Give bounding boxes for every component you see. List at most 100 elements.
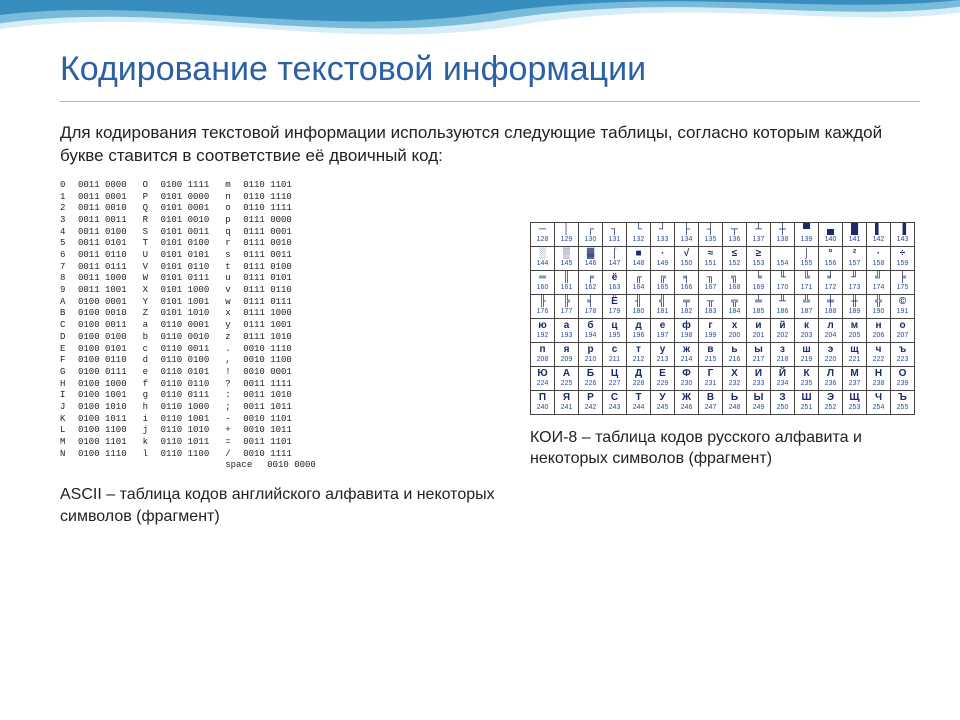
ascii-binary: 0011 1001: [78, 285, 127, 297]
koi-symbol: ▒: [563, 248, 570, 260]
ascii-row: r0111 0010: [225, 238, 316, 250]
ascii-row: g0110 0111: [143, 390, 210, 402]
koi-symbol: ё: [612, 272, 618, 284]
koi-cell: ·158: [867, 246, 891, 270]
koi-cell: ж214: [675, 342, 699, 366]
koi-cell: Х232: [723, 366, 747, 390]
ascii-binary: 0100 0100: [78, 332, 127, 344]
koi-cell: ╟176: [531, 294, 555, 318]
koi-cell: ╢180: [627, 294, 651, 318]
ascii-row: L0100 1100: [60, 425, 127, 437]
ascii-block: 00011 000010011 000120011 001030011 0011…: [60, 180, 500, 527]
koi-symbol: ╓: [635, 272, 642, 284]
koi-code-number: 157: [849, 260, 861, 268]
ascii-row: +0010 1011: [225, 425, 316, 437]
koi-cell: Ц227: [603, 366, 627, 390]
ascii-row: ;0011 1011: [225, 402, 316, 414]
koi-cell: ╘169: [747, 270, 771, 294]
koi-code-number: 205: [849, 332, 861, 340]
koi-code-number: 174: [873, 284, 885, 292]
ascii-char: Z: [143, 308, 155, 320]
koi-cell: ы217: [747, 342, 771, 366]
ascii-char: 8: [60, 273, 72, 285]
koi-cell: Е229: [651, 366, 675, 390]
koi-cell: └132: [627, 222, 651, 246]
koi-cell: н206: [867, 318, 891, 342]
ascii-row: u0111 0101: [225, 273, 316, 285]
koi-code-number: 191: [897, 308, 909, 316]
ascii-char: 6: [60, 250, 72, 262]
koi-symbol: ╤: [683, 296, 690, 308]
koi-symbol: │: [563, 224, 569, 236]
ascii-char: q: [225, 227, 237, 239]
koi-code-number: 241: [561, 404, 573, 412]
koi-symbol: Ш: [801, 392, 811, 404]
koi-symbol: ≈: [708, 248, 714, 260]
ascii-char: c: [143, 344, 155, 356]
ascii-binary: 0110 0010: [161, 332, 210, 344]
koi-symbol: С: [611, 392, 618, 404]
koi-code-number: 144: [537, 260, 549, 268]
ascii-binary: 0011 1010: [243, 390, 292, 402]
koi-code-number: 204: [825, 332, 837, 340]
koi-cell: е197: [651, 318, 675, 342]
koi-code-number: 221: [849, 356, 861, 364]
koi-code-number: 224: [537, 380, 549, 388]
koi-symbol: Ё: [611, 296, 618, 308]
koi-code-number: 164: [633, 284, 645, 292]
koi-symbol: о: [899, 320, 905, 332]
koi-cell: ²157: [843, 246, 867, 270]
ascii-char: ;: [225, 402, 237, 414]
koi-code-number: 154: [777, 260, 789, 268]
ascii-binary: 0101 0011: [161, 227, 210, 239]
koi-symbol: л: [827, 320, 833, 332]
koi-symbol: Щ: [849, 392, 859, 404]
koi-symbol: ╫: [851, 296, 858, 308]
koi-code-number: 128: [537, 236, 549, 244]
koi-cell: у213: [651, 342, 675, 366]
ascii-row: H0100 1000: [60, 379, 127, 391]
ascii-caption: ASCII – таблица кодов английского алфави…: [60, 484, 500, 527]
koi-cell: У245: [651, 390, 675, 414]
koi-cell: а193: [555, 318, 579, 342]
koi-cell: ┴137: [747, 222, 771, 246]
ascii-binary: 0110 0001: [161, 320, 210, 332]
koi-cell: ╙170: [771, 270, 795, 294]
ascii-row: 30011 0011: [60, 215, 127, 227]
koi-cell: в215: [699, 342, 723, 366]
koi-code-number: 249: [753, 404, 765, 412]
ascii-char: space: [225, 460, 261, 472]
ascii-binary: 0111 1000: [243, 308, 292, 320]
koi-code-number: 193: [561, 332, 573, 340]
koi-code-number: 226: [585, 380, 597, 388]
ascii-row: G0100 0111: [60, 367, 127, 379]
koi-code-number: 223: [897, 356, 909, 364]
koi-symbol: п: [539, 344, 545, 356]
koi-row: ═160║161╒162ё163╓164╔165╕166╖167╗168╘169…: [531, 270, 915, 294]
koi-cell: ъ223: [891, 342, 915, 366]
ascii-char: M: [60, 437, 72, 449]
koi-cell: р210: [579, 342, 603, 366]
koi-cell: т212: [627, 342, 651, 366]
koi-code-number: 186: [777, 308, 789, 316]
koi-symbol: У: [659, 392, 665, 404]
ascii-row: N0100 1110: [60, 449, 127, 461]
ascii-table: 00011 000010011 000120011 001030011 0011…: [60, 180, 500, 472]
ascii-binary: 0011 1000: [78, 273, 127, 285]
ascii-row: :0011 1010: [225, 390, 316, 402]
koi-cell: ё163: [603, 270, 627, 294]
koi-symbol: ж: [683, 344, 690, 356]
ascii-binary: 0011 0010: [78, 203, 127, 215]
ascii-binary: 0111 0101: [243, 273, 292, 285]
koi-code-number: 141: [849, 236, 861, 244]
koi-cell: ⌠147: [603, 246, 627, 270]
koi-symbol: ⌠: [611, 248, 617, 260]
koi-symbol: ╩: [803, 296, 810, 308]
ascii-char: !: [225, 367, 237, 379]
koi-cell: ш219: [795, 342, 819, 366]
koi-symbol: Б: [587, 368, 594, 380]
koi-cell: Ф230: [675, 366, 699, 390]
ascii-row: v0111 0110: [225, 285, 316, 297]
ascii-binary: 0110 0011: [161, 344, 210, 356]
koi-symbol: ▀: [803, 224, 810, 236]
